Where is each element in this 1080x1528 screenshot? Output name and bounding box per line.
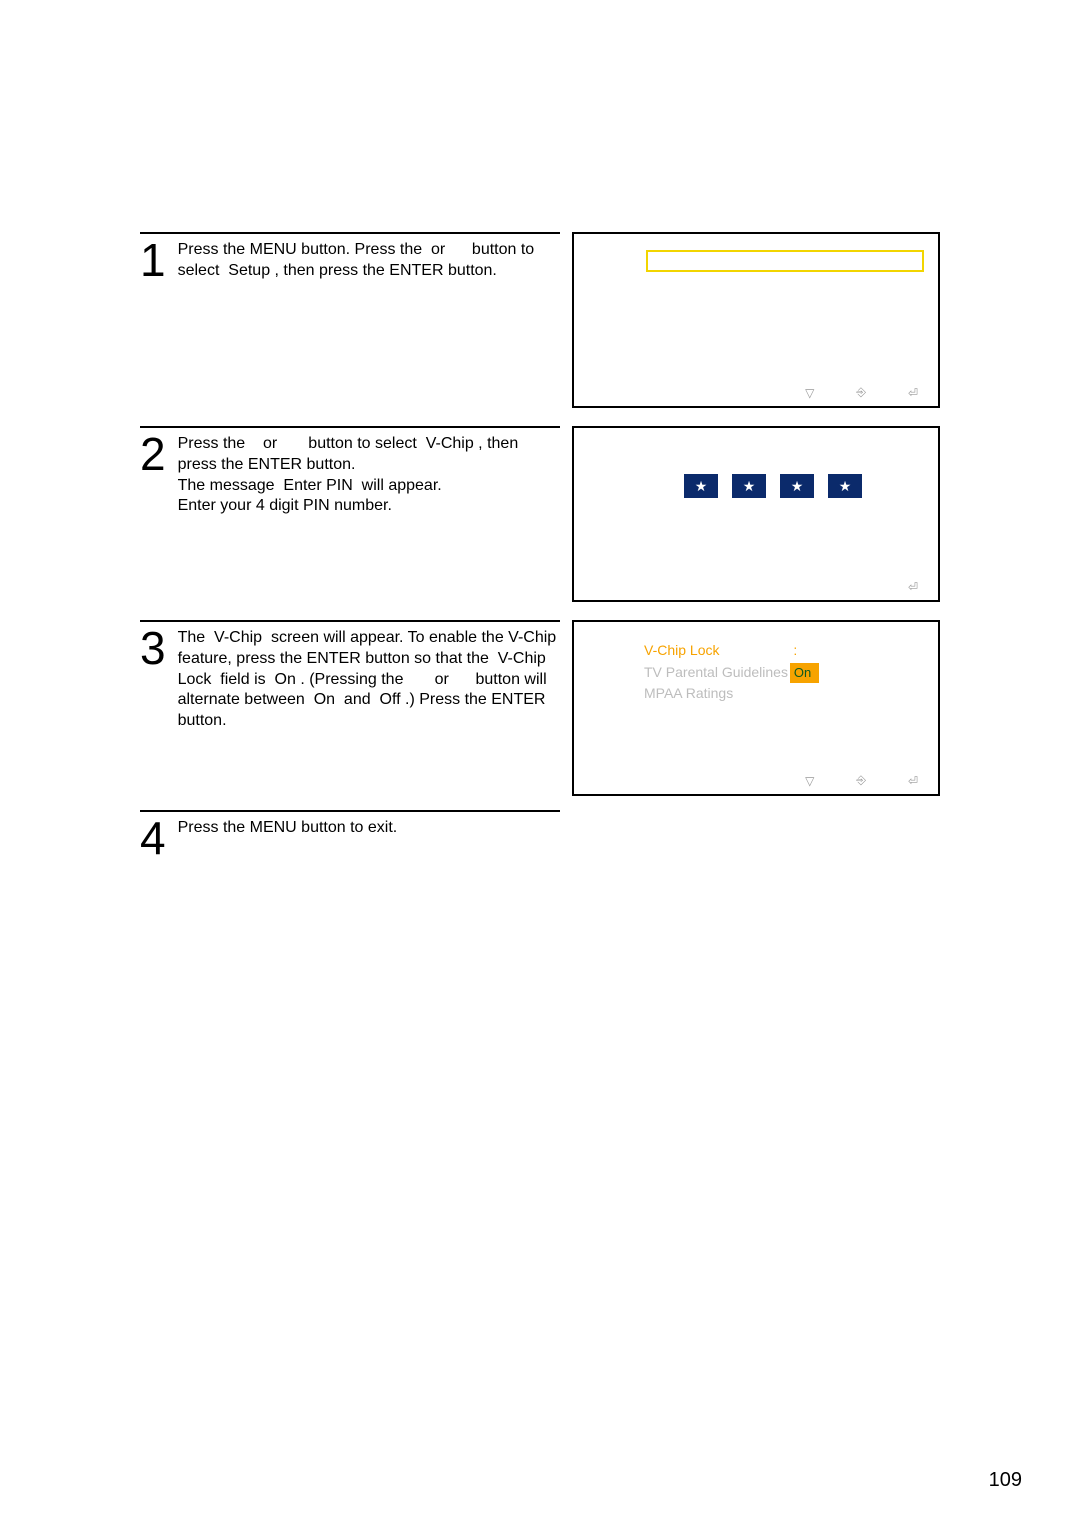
step-text: Press the or button to select V-Chip , t… [178,434,560,517]
step-1-block: 1 Press the MENU button. Press the or bu… [140,232,560,282]
vchip-lock-label: V-Chip Lock [644,642,719,658]
step-text: The V-Chip screen will appear. To enable… [178,628,560,732]
osd-box: ★ ★ ★ ★ ▽ ⎆ ⏎ [572,426,940,602]
vchip-lock-row: V-Chip Lock : [644,640,819,662]
down-triangle-icon: ▽ [805,774,814,788]
down-triangle-icon: ▽ [805,386,814,400]
page-number: 109 [989,1469,1022,1492]
step-number: 3 [140,628,166,732]
osd-footer: ▽ ⎆ ⏎ [805,385,918,400]
manual-page: 1 Press the MENU button. Press the or bu… [0,0,1080,1528]
osd-screenshot-3: V-Chip Lock : TV Parental Guidelines On … [572,620,942,796]
pin-entry-row: ★ ★ ★ ★ [684,474,862,498]
step-rule [140,620,560,622]
step-4-block: 4 Press the MENU button to exit. [140,810,560,859]
step-number: 1 [140,240,166,282]
enter-icon: ⎆ [856,385,866,400]
pin-digit: ★ [732,474,766,498]
vchip-menu: V-Chip Lock : TV Parental Guidelines On … [644,640,819,705]
osd-screenshot-1: ▽ ⎆ ⏎ [572,232,942,408]
vchip-colon: : [793,642,797,658]
pin-digit: ★ [780,474,814,498]
return-icon: ⏎ [908,386,918,400]
step-rule [140,810,560,812]
step-2-block: 2 Press the or button to select V-Chip ,… [140,426,560,517]
enter-icon: ⎆ [856,773,866,788]
step-number: 2 [140,434,166,517]
vchip-mpaa-label: MPAA Ratings [644,683,819,705]
osd-screenshot-2: ★ ★ ★ ★ ▽ ⎆ ⏎ [572,426,942,602]
return-icon: ⏎ [908,774,918,788]
step-rule [140,426,560,428]
return-icon: ⏎ [908,580,918,594]
osd-box: ▽ ⎆ ⏎ [572,232,940,408]
step-text: Press the MENU button to exit. [178,818,398,859]
osd-footer: ▽ ⎆ ⏎ [805,579,918,594]
vchip-guidelines-label: TV Parental Guidelines [644,664,788,680]
osd-box: V-Chip Lock : TV Parental Guidelines On … [572,620,940,796]
step-text: Press the MENU button. Press the or butt… [178,240,560,282]
step-rule [140,232,560,234]
pin-digit: ★ [684,474,718,498]
osd-highlight-bar [646,250,924,272]
osd-footer: ▽ ⎆ ⏎ [805,773,918,788]
step-number: 4 [140,818,166,859]
vchip-guidelines-row: TV Parental Guidelines On [644,662,819,684]
vchip-on-badge: On [790,663,819,683]
step-3-block: 3 The V-Chip screen will appear. To enab… [140,620,560,732]
pin-digit: ★ [828,474,862,498]
